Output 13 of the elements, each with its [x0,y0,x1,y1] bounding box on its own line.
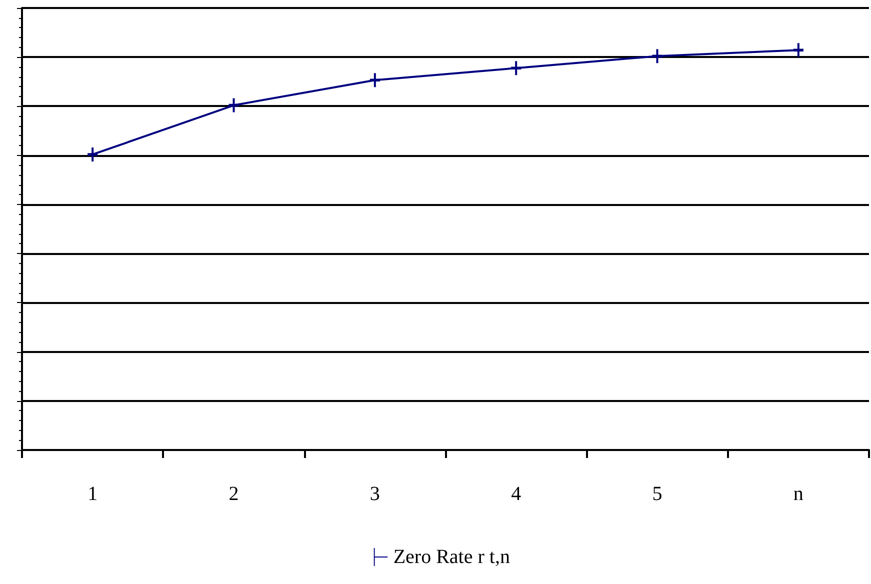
point [370,73,380,88]
point [228,98,239,112]
x-tick-label: 4 [511,483,522,505]
point [88,147,98,162]
x-tick-label: 3 [370,483,380,505]
x-tick-label: 2 [228,483,239,505]
point [652,49,662,64]
x-tick-label: 1 [88,483,98,505]
point [511,61,522,76]
legend-label: Zero Rate r t,n [393,546,510,568]
point [793,43,804,58]
x-tick-label: n [793,483,804,505]
x-tick-label: 5 [652,483,662,505]
